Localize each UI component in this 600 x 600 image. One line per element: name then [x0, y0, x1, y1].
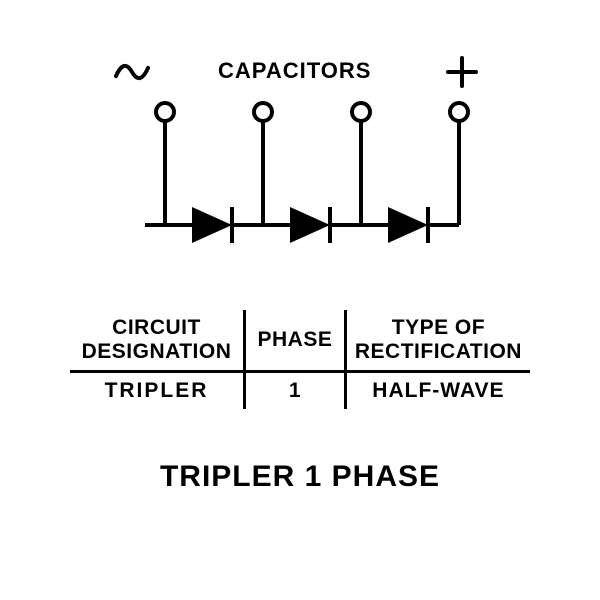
diode-3-icon: [388, 207, 428, 243]
table-row: TRIPLER 1 HALF-WAVE: [70, 372, 530, 410]
capacitors-label: CAPACITORS: [218, 58, 371, 84]
terminal-4: [450, 103, 468, 121]
terminal-2: [254, 103, 272, 121]
circuit-diagram: [0, 0, 600, 300]
col-header-designation: CIRCUITDESIGNATION: [70, 310, 244, 372]
ac-symbol-icon: [116, 66, 148, 78]
diode-2-icon: [290, 207, 330, 243]
cell-designation: TRIPLER: [70, 372, 244, 410]
page-title: TRIPLER 1 PHASE: [0, 460, 600, 494]
col-header-phase: PHASE: [244, 310, 345, 372]
terminal-3: [352, 103, 370, 121]
plus-symbol-icon: [448, 58, 476, 86]
col-header-rectification: TYPE OFRECTIFICATION: [345, 310, 530, 372]
table-header-row: CIRCUITDESIGNATION PHASE TYPE OFRECTIFIC…: [70, 310, 530, 372]
terminal-1: [156, 103, 174, 121]
spec-table: CIRCUITDESIGNATION PHASE TYPE OFRECTIFIC…: [70, 310, 530, 409]
diode-1-icon: [192, 207, 232, 243]
cell-phase: 1: [244, 372, 345, 410]
cell-rectification: HALF-WAVE: [345, 372, 530, 410]
